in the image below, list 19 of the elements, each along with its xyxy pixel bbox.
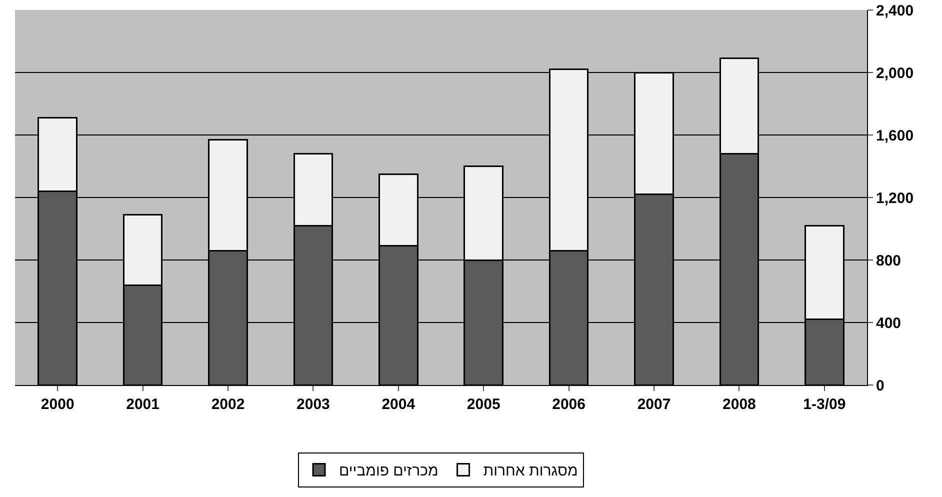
x-tick-label: 1-3/09 [803,396,846,413]
x-tick-label: 2008 [722,396,756,413]
x-tick-label: 2003 [296,396,330,413]
x-tick-label: 2007 [637,396,671,413]
x-tick-label: 2001 [126,396,160,413]
y-tick-label: 1,600 [876,127,914,144]
legend-label: מכרזים פומביים [339,462,438,480]
x-tick-label: 2004 [382,396,416,413]
y-tick-label: 0 [876,377,884,394]
x-tick-label: 2005 [466,396,500,413]
x-tick-label: 2006 [552,396,586,413]
y-tick-label: 800 [876,252,902,270]
y-tick-label: 1,200 [876,190,914,207]
x-tick-label: 2000 [40,396,74,413]
legend-label: מסגרות אחרות [483,462,578,480]
y-tick-label: 2,000 [876,64,914,82]
y-tick-label: 2,400 [876,2,914,20]
y-tick-label: 400 [876,314,902,332]
x-tick-label: 2002 [211,396,245,413]
